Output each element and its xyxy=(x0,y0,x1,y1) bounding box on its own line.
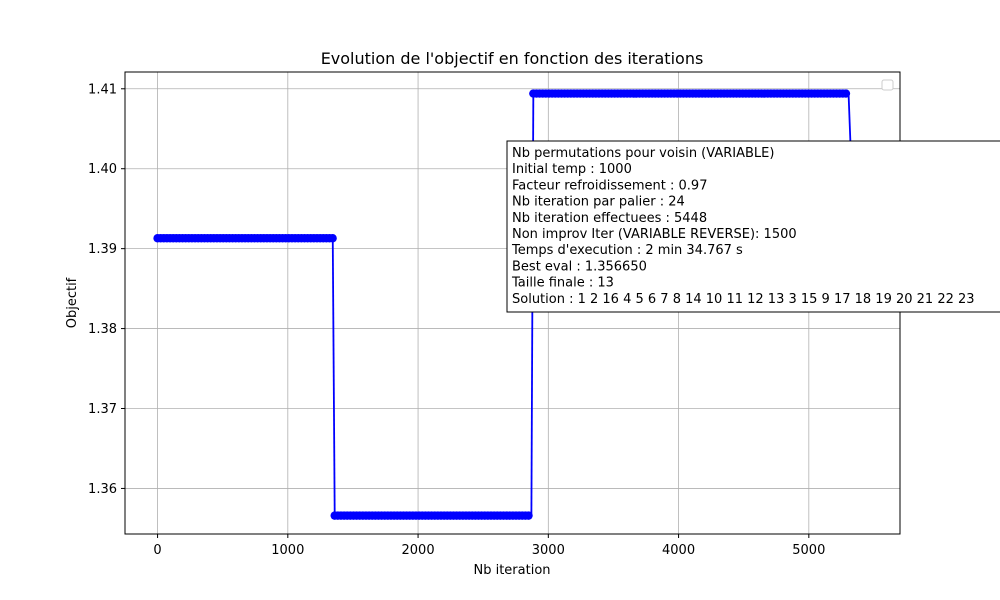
y-tick-label: 1.37 xyxy=(88,402,117,417)
y-tick-label: 1.36 xyxy=(88,482,117,497)
x-tick-label: 4000 xyxy=(662,543,695,558)
y-tick-label: 1.40 xyxy=(88,162,117,177)
data-point xyxy=(841,89,851,98)
annotation-frame xyxy=(506,140,1000,313)
x-tick-label: 2000 xyxy=(402,543,435,558)
annotation-line: Taille finale : 13 xyxy=(511,276,614,291)
annotation-line: Solution : 1 2 16 4 5 6 7 8 14 10 11 12 … xyxy=(512,292,975,307)
annotation-line: Initial temp : 1000 xyxy=(512,162,632,177)
y-axis-ticks: 1.36 1.37 1.38 1.39 1.40 1.41 xyxy=(88,82,125,497)
annotation-box: Nb permutations pour voisin (VARIABLE)In… xyxy=(506,140,1000,313)
annotation-line: Best eval : 1.356650 xyxy=(512,259,647,274)
y-axis-label: Objectif xyxy=(65,277,80,328)
y-tick-label: 1.39 xyxy=(88,242,117,257)
data-point xyxy=(524,511,533,520)
annotation-line: Facteur refroidissement : 0.97 xyxy=(512,178,707,193)
data-point xyxy=(328,234,337,243)
y-tick-label: 1.41 xyxy=(88,82,117,97)
annotation-line: Nb iteration effectuees : 5448 xyxy=(512,211,707,226)
legend-box xyxy=(881,79,894,91)
annotation-line: Non improv Iter (VARIABLE REVERSE): 1500 xyxy=(512,227,797,242)
annotation-line: Nb iteration par palier : 24 xyxy=(512,195,685,210)
x-axis-label: Nb iteration xyxy=(473,563,550,578)
chart-title: Evolution de l'objectif en fonction des … xyxy=(321,49,704,68)
series-transition xyxy=(331,238,336,516)
x-tick-label: 3000 xyxy=(532,543,565,558)
annotation-line: Temps d'execution : 2 min 34.767 s xyxy=(511,243,743,258)
x-tick-label: 1000 xyxy=(271,543,304,558)
x-tick-label: 0 xyxy=(153,543,161,558)
series-line xyxy=(153,89,852,520)
x-tick-label: 5000 xyxy=(792,543,825,558)
y-tick-label: 1.38 xyxy=(88,322,117,337)
annotation-line: Nb permutations pour voisin (VARIABLE) xyxy=(512,146,774,161)
series-transition xyxy=(847,93,852,145)
x-axis-ticks: 0 1000 2000 3000 4000 5000 xyxy=(153,534,825,558)
